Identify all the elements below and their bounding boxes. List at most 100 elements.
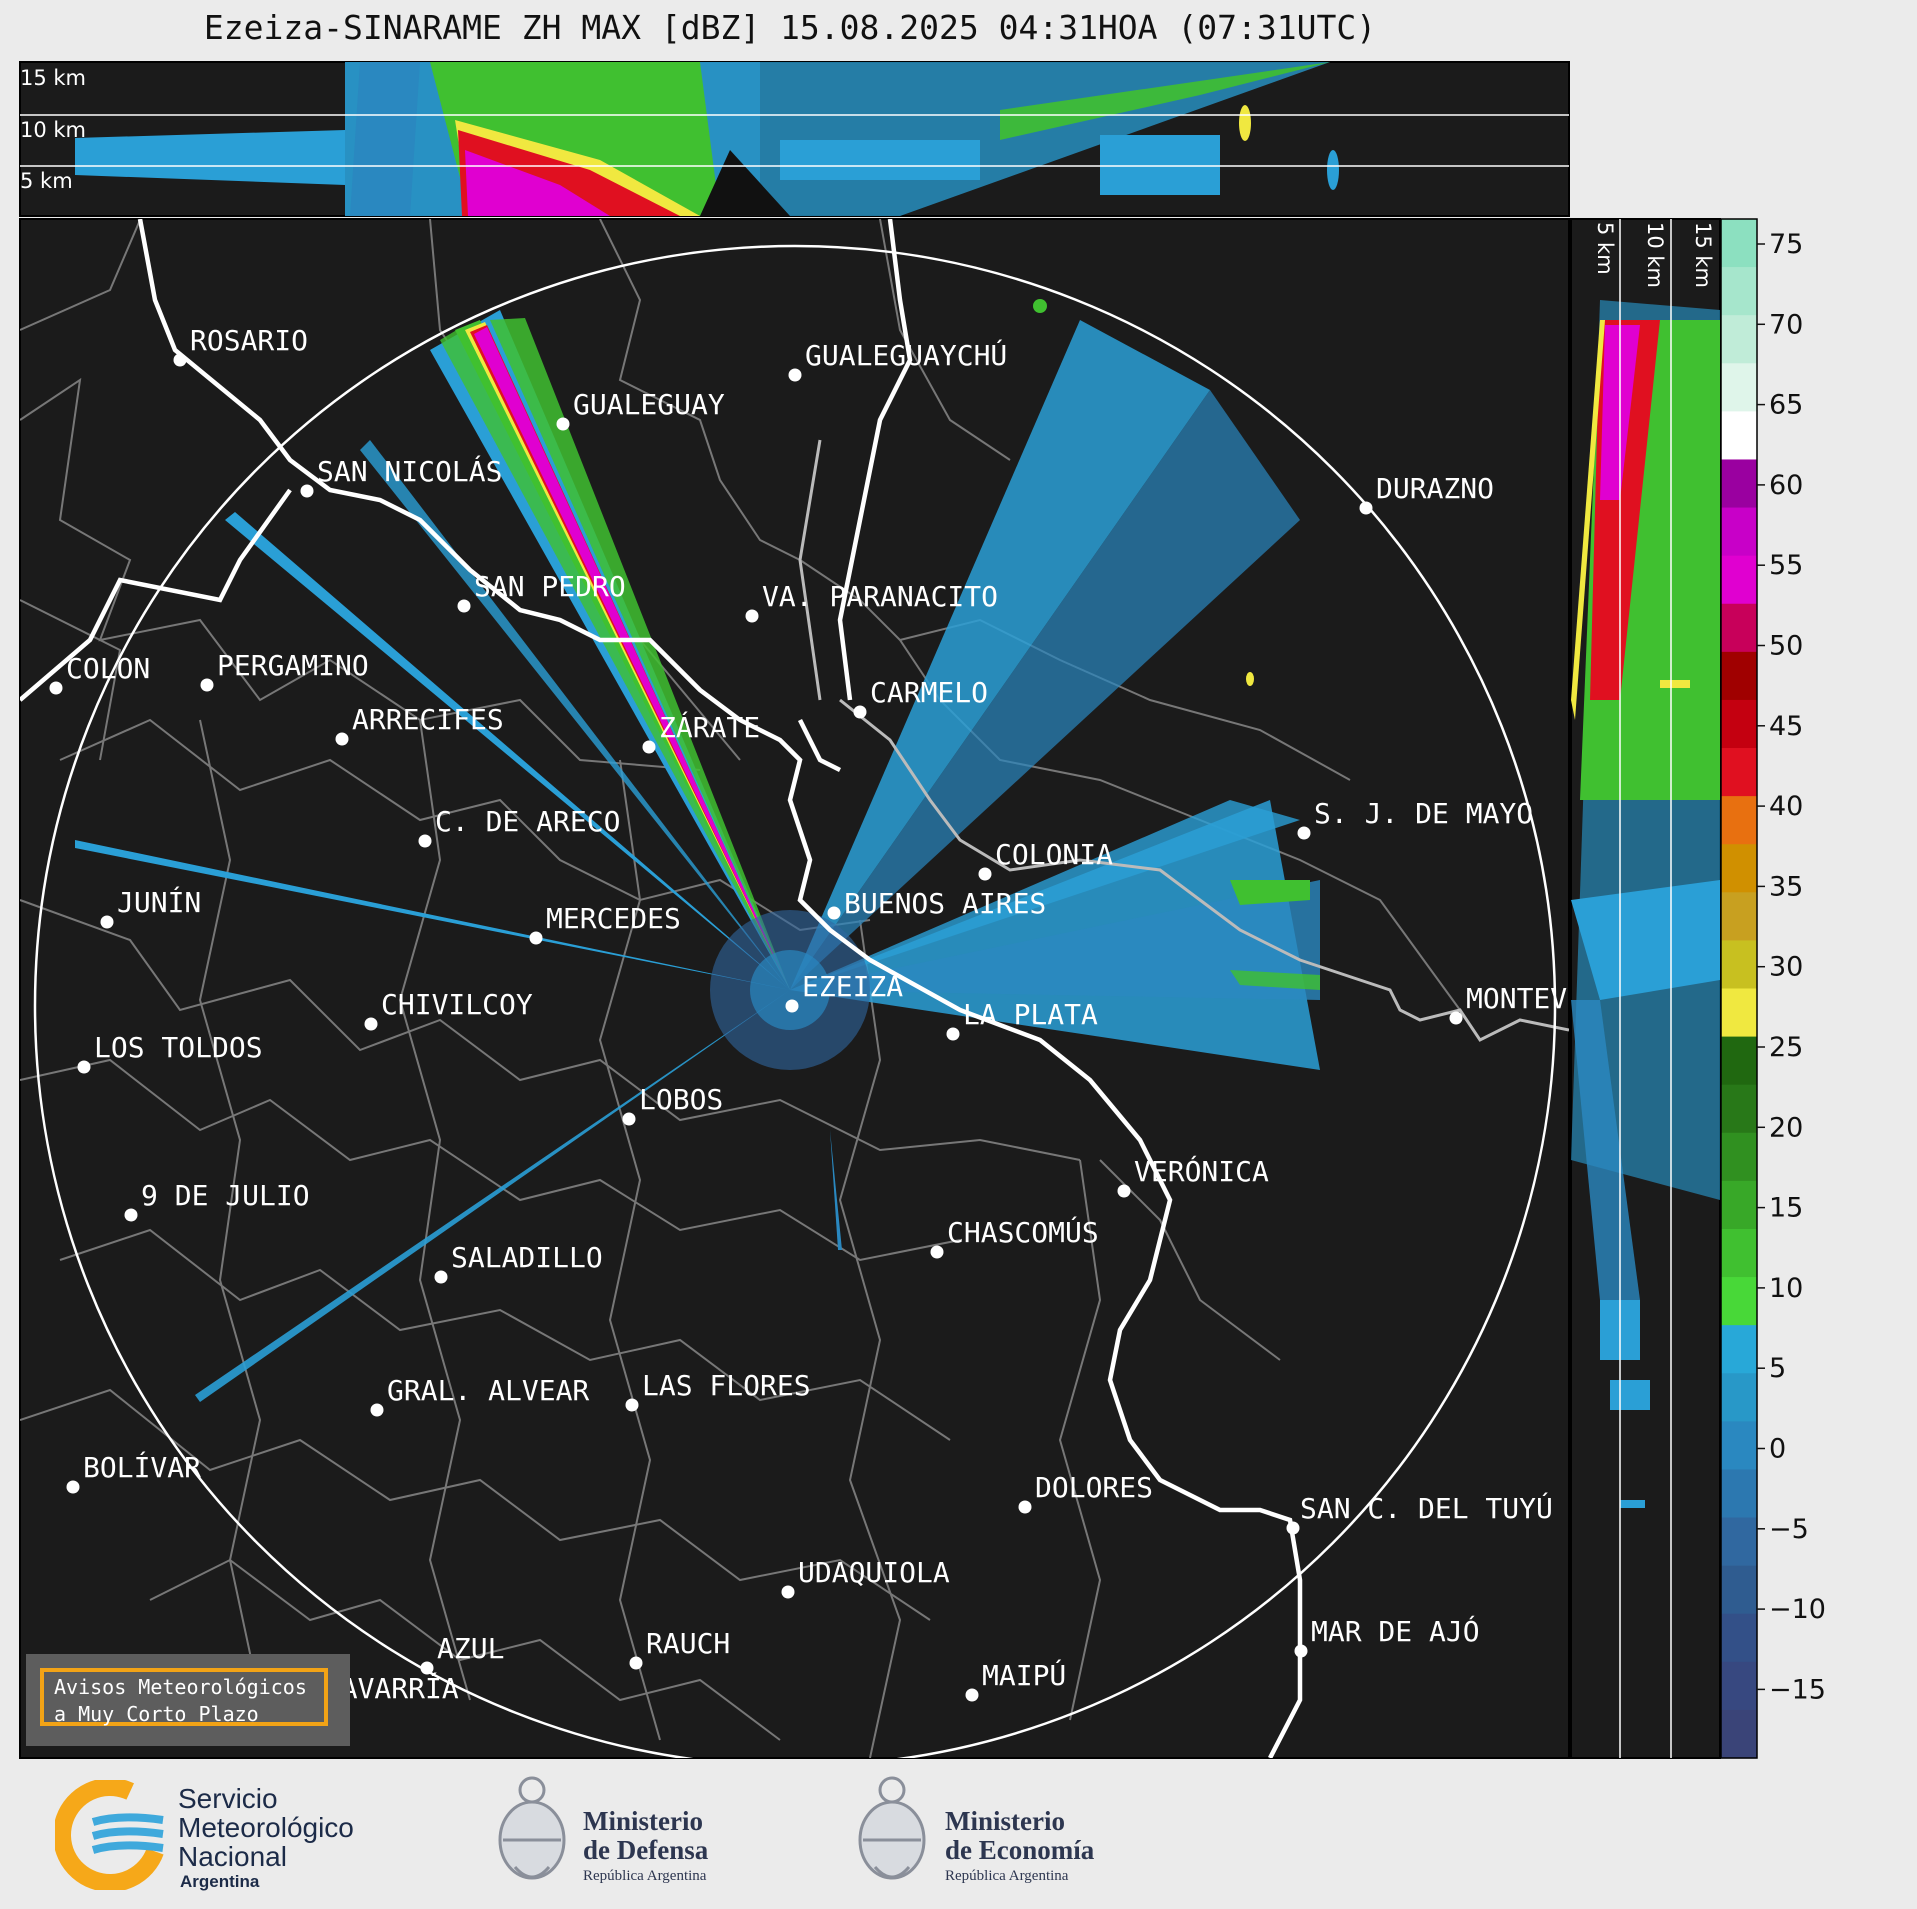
colorbar-band [1721,1180,1757,1230]
colorbar-band [1721,844,1757,893]
height-label-10km: 10 km [20,118,86,142]
colorbar-band [1721,1517,1757,1567]
svg-text:AZUL: AZUL [437,1632,504,1665]
colorbar-tick-label: 20 [1769,1112,1803,1143]
svg-text:LAS FLORES: LAS FLORES [642,1369,811,1402]
city-los-toldos: LOS TOLDOS [77,1031,263,1074]
side-height-label-15km: 15 km [1691,222,1715,288]
city-ezeiza: EZEIZA [785,970,903,1013]
city-rosario: ROSARIO [173,324,308,367]
city-las-flores: LAS FLORES [625,1369,811,1412]
colorbar-band [1721,651,1757,701]
svg-text:COLON: COLON [66,652,150,685]
city-lobos: LOBOS [622,1083,723,1126]
city-bolivar: BOLÍVAR [66,1450,201,1494]
colorbar-band [1721,1565,1757,1615]
colorbar-band [1721,555,1757,605]
colorbar-tick-label: 65 [1769,390,1803,421]
colorbar-band [1721,699,1757,749]
svg-text:DOLORES: DOLORES [1035,1471,1153,1504]
city-chivilcoy: CHIVILCOY [364,988,533,1031]
colorbar-band [1721,1036,1757,1086]
city-saladillo: SALADILLO [434,1241,603,1284]
svg-text:EZEIZA: EZEIZA [802,970,903,1003]
colorbar-tick-label: −5 [1769,1514,1809,1545]
city-la-plata: LA PLATA [946,998,1098,1041]
avisos-line2: a Muy Corto Plazo [54,1702,259,1726]
side-cross-section-panel: 5 km 10 km 15 km [1570,218,1721,1759]
city-gualeguay: GUALEGUAY [556,388,725,431]
colorbar-tick-label: 45 [1769,711,1803,742]
side-cross-section-echoes [1571,300,1720,1508]
colorbar-tick-label: −10 [1769,1594,1826,1625]
svg-text:LA PLATA: LA PLATA [963,998,1098,1031]
colorbar-band [1721,988,1757,1038]
main-map-panel: ROSARIO GUALEGUAYCHÚ GUALEGUAY SAN NICOL… [19,218,1570,1759]
colorbar-band [1721,1084,1757,1134]
city-mercedes: MERCEDES [529,902,681,945]
colorbar-tick-label: 60 [1769,470,1803,501]
svg-text:VA. PARANACITO: VA. PARANACITO [762,580,998,613]
city-va-paranacito: VA. PARANACITO [745,580,998,623]
colorbar-band [1721,940,1757,990]
colorbar-band [1721,1228,1757,1278]
colorbar-tick-label: 25 [1769,1032,1803,1063]
svg-text:BOLÍVAR: BOLÍVAR [83,1450,201,1484]
colorbar-band [1721,892,1757,942]
colorbar-band [1721,748,1757,797]
svg-text:UDAQUIOLA: UDAQUIOLA [798,1556,950,1589]
svg-text:LOS TOLDOS: LOS TOLDOS [94,1031,263,1064]
city-durazno: DURAZNO [1359,472,1494,515]
colorbar-band [1721,219,1757,268]
economia-line3: República Argentina [945,1868,1069,1884]
side-height-label-10km: 10 km [1643,222,1667,288]
svg-text:S. J. DE MAYO: S. J. DE MAYO [1314,797,1533,830]
height-label-15km: 15 km [20,66,86,90]
colorbar-tick-label: 15 [1769,1193,1803,1224]
city-carmelo: CARMELO [853,676,988,719]
svg-text:DURAZNO: DURAZNO [1376,472,1494,505]
svg-text:ZÁRATE: ZÁRATE [659,710,760,744]
radar-echoes [75,299,1320,1402]
city-rauch: RAUCH [629,1627,730,1670]
city-dolores: DOLORES [1018,1471,1153,1514]
colorbar-band [1721,459,1757,509]
colorbar-band [1721,1469,1757,1519]
svg-text:GUALEGUAY: GUALEGUAY [573,388,725,421]
city-udaquiola: UDAQUIOLA [781,1556,950,1599]
city-9-de-julio: 9 DE JULIO [124,1179,310,1222]
map-title: Ezeiza-SINARAME ZH MAX [dBZ] 15.08.2025 … [203,8,1377,47]
city-arrecifes: ARRECIFES [335,703,504,746]
svg-text:SAN C. DEL TUYÚ: SAN C. DEL TUYÚ [1300,1491,1553,1525]
svg-text:ARRECIFES: ARRECIFES [352,703,504,736]
side-height-label-5km: 5 km [1593,222,1617,275]
colorbar-band [1721,1325,1757,1374]
city-junin: JUNÍN [100,885,201,929]
colorbar-band [1721,1661,1757,1711]
colorbar-tick-label: 30 [1769,952,1803,983]
smn-logo: Servicio Meteorológico Nacional Argentin… [53,1778,395,1892]
smn-line1: Servicio [178,1783,278,1814]
svg-text:CARMELO: CARMELO [870,676,988,709]
smn-emblem-icon [53,1778,167,1892]
colorbar-band [1721,1132,1757,1182]
svg-text:COLONIA: COLONIA [995,838,1113,871]
colorbar-band [1721,411,1757,461]
svg-text:MERCEDES: MERCEDES [546,902,681,935]
colorbar-band [1721,603,1757,653]
colorbar-tick-label: 75 [1769,229,1803,260]
colorbar-tick-label: 50 [1769,631,1803,662]
svg-text:GUALEGUAYCHÚ: GUALEGUAYCHÚ [805,338,1007,372]
defensa-logo: Ministerio de Defensa República Argentin… [495,1772,755,1897]
city-c-de-areco: C. DE ARECO [418,805,620,848]
colorbar-band [1721,507,1757,557]
svg-text:BUENOS AIRES: BUENOS AIRES [844,887,1046,920]
defensa-line1: Ministerio [583,1806,703,1836]
economia-logo: Ministerio de Economía República Argenti… [855,1772,1135,1897]
city-s-j-de-mayo: S. J. DE MAYO [1297,797,1533,840]
uruguay-coast [798,439,1569,1042]
city-maipu: MAIPÚ [965,1658,1066,1702]
